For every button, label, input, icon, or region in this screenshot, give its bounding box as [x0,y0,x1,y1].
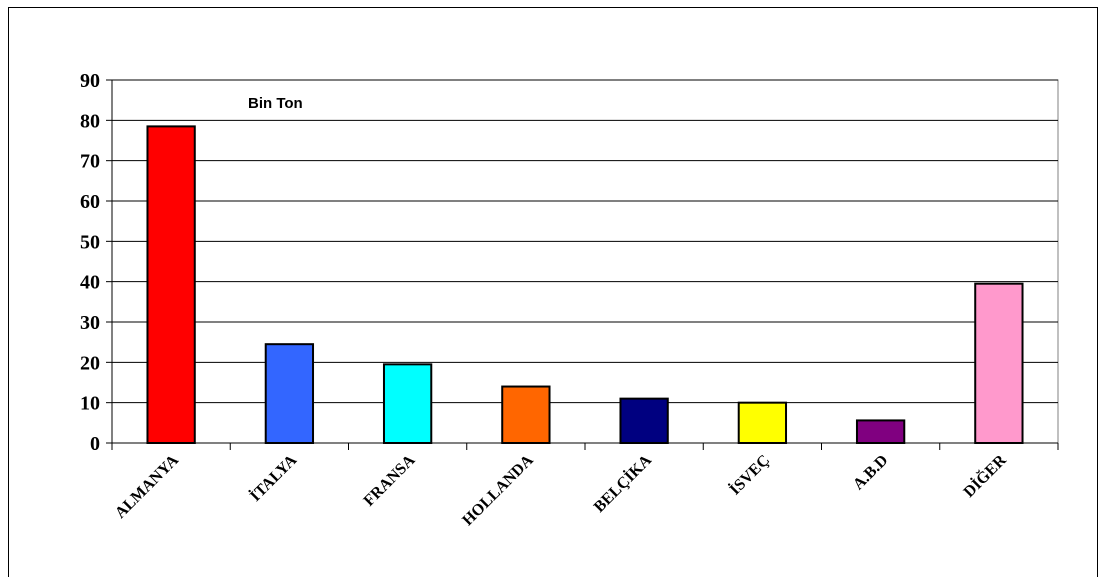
y-axis-ticks: 0 10 20 30 40 50 60 70 80 90 [80,70,112,455]
chart-annotation: Bin Ton [248,95,303,112]
plot-area [111,79,1059,444]
bar-7 [855,419,906,444]
x-category-label: İSVEÇ [725,450,773,498]
bar-6 [737,401,788,444]
y-tick-label: 0 [90,433,100,455]
bars [146,125,1024,445]
y-tick-label: 20 [80,352,100,374]
bar-2 [264,343,315,444]
y-tick-label: 40 [80,272,100,294]
x-category-label: İTALYA [246,450,301,505]
y-tick-label: 50 [80,231,100,253]
y-tick-label: 60 [80,191,100,213]
x-category-label: A.B.D [850,452,892,494]
y-tick-label: 70 [80,151,100,173]
bar-5 [619,397,669,444]
x-category-label: FRANSA [361,451,419,509]
x-category-label: HOLLANDA [459,451,537,529]
y-tick-label: 10 [80,393,100,415]
y-tick-label: 90 [80,70,100,92]
bar-1 [146,125,196,444]
bar-8 [974,282,1024,444]
x-category-label: DİĞER [959,450,1010,501]
y-tick-label: 80 [80,110,100,132]
bar-4 [501,385,551,444]
x-category-label: ALMANYA [112,451,182,521]
bar-3 [382,363,433,445]
x-category-label: BELÇİKA [589,450,655,516]
x-axis-ticks: ALMANYA İTALYA FRANSA HOLLANDA BELÇİKA İSVEÇ A… [111,443,1059,529]
y-tick-label: 30 [80,312,100,334]
